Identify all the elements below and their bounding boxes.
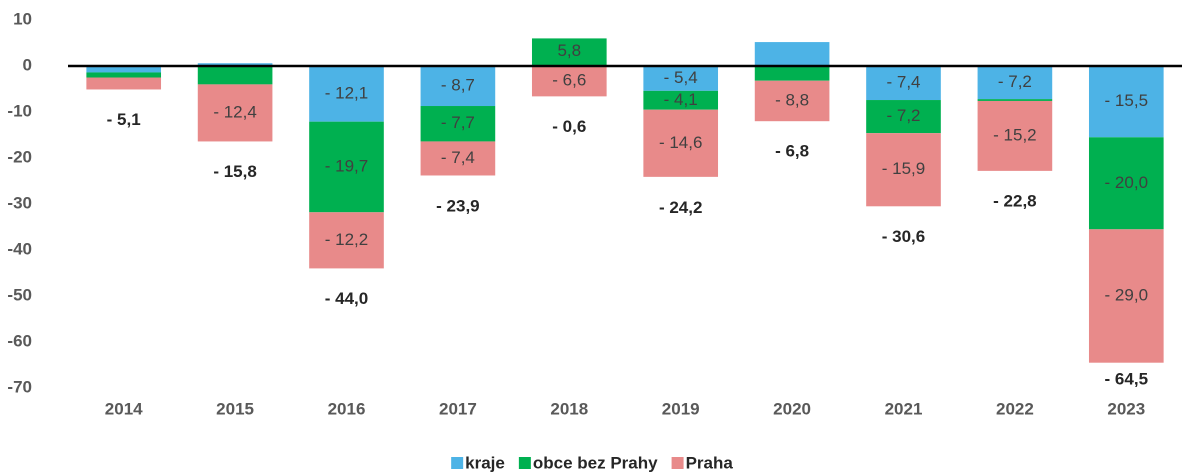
y-tick-label: -40: [7, 239, 32, 258]
data-label: - 8,7: [441, 75, 475, 94]
data-label: - 12,2: [325, 230, 368, 249]
data-label: - 29,0: [1105, 285, 1148, 304]
bar-segment: [866, 100, 941, 134]
data-label: - 7,2: [886, 106, 920, 125]
bar-segment: [309, 212, 384, 269]
bar-segment: [643, 90, 719, 110]
total-label: - 22,8: [993, 191, 1036, 210]
bar-segment: [1088, 66, 1164, 138]
bar-segment: [309, 121, 384, 213]
legend-swatch: [518, 457, 531, 469]
data-label: - 7,7: [441, 113, 475, 132]
data-label: - 19,7: [325, 156, 368, 175]
x-tick-label: 2023: [1107, 399, 1145, 418]
data-label: - 14,6: [659, 133, 702, 152]
x-tick-label: 2021: [885, 399, 923, 418]
legend-swatch: [451, 457, 464, 469]
y-tick-label: -30: [7, 193, 32, 212]
bar-segment: [866, 133, 941, 207]
bar-segment: [197, 63, 273, 66]
data-label: - 20,0: [1105, 173, 1148, 192]
legend-label: Praha: [686, 453, 734, 472]
total-label: - 24,2: [659, 198, 702, 217]
data-label: - 7,4: [886, 73, 920, 92]
y-tick-label: 10: [13, 9, 32, 28]
data-label: - 4,1: [664, 90, 698, 109]
data-label: - 15,2: [993, 125, 1036, 144]
x-tick-label: 2015: [216, 399, 254, 418]
bar-segment: [86, 72, 162, 78]
bar-segment: [754, 42, 830, 66]
y-tick-label: -10: [7, 101, 32, 120]
data-label: - 8,8: [775, 90, 809, 109]
bar-segment: [197, 66, 273, 85]
bar-segment: [531, 38, 607, 66]
bar-segment: [866, 66, 941, 101]
total-label: - 23,9: [436, 196, 479, 215]
bar-segment: [86, 77, 162, 90]
x-tick-label: 2016: [328, 399, 366, 418]
bar-segment: [420, 106, 496, 142]
total-label: - 15,8: [213, 162, 256, 181]
legend-swatch: [671, 457, 684, 469]
total-label: - 5,1: [107, 110, 141, 129]
bar-segment: [531, 66, 607, 97]
bar-segment: [754, 66, 830, 81]
bar-segment: [977, 100, 1053, 171]
data-label: 5,8: [557, 41, 581, 60]
y-tick-label: 0: [23, 55, 32, 74]
data-label: - 15,9: [882, 159, 925, 178]
y-tick-label: -60: [7, 331, 32, 350]
data-label: - 6,6: [552, 71, 586, 90]
data-label: - 7,2: [998, 72, 1032, 91]
data-label: - 5,4: [664, 68, 698, 87]
x-tick-label: 2014: [105, 399, 143, 418]
total-label: - 64,5: [1105, 369, 1148, 388]
data-label: - 12,4: [213, 102, 256, 121]
x-tick-label: 2018: [550, 399, 588, 418]
bar-segment: [86, 66, 162, 73]
bar-segment: [420, 141, 496, 176]
y-tick-label: -50: [7, 285, 32, 304]
y-tick-label: -20: [7, 147, 32, 166]
bar-segment: [754, 80, 830, 122]
data-label: - 7,4: [441, 148, 475, 167]
total-label: - 30,6: [882, 227, 925, 246]
x-tick-label: 2020: [773, 399, 811, 418]
bar-segment: [197, 84, 273, 142]
bar-segment: [977, 66, 1053, 100]
legend-label: obce bez Prahy: [533, 453, 658, 472]
x-tick-label: 2019: [662, 399, 700, 418]
bar-segment: [1088, 229, 1164, 363]
x-tick-label: 2022: [996, 399, 1034, 418]
y-tick-label: -70: [7, 377, 32, 396]
bar-segment: [643, 66, 719, 91]
legend-label: kraje: [465, 453, 505, 472]
data-label: - 12,1: [325, 83, 368, 102]
bar-segment: [643, 109, 719, 177]
x-tick-label: 2017: [439, 399, 477, 418]
bar-segment: [420, 66, 496, 107]
total-label: - 6,8: [775, 142, 809, 161]
total-label: - 0,6: [552, 117, 586, 136]
total-label: - 44,0: [325, 289, 368, 308]
bar-segment: [977, 99, 1053, 101]
data-label: - 15,5: [1105, 91, 1148, 110]
bar-segment: [1088, 137, 1164, 230]
bar-segment: [309, 66, 384, 122]
